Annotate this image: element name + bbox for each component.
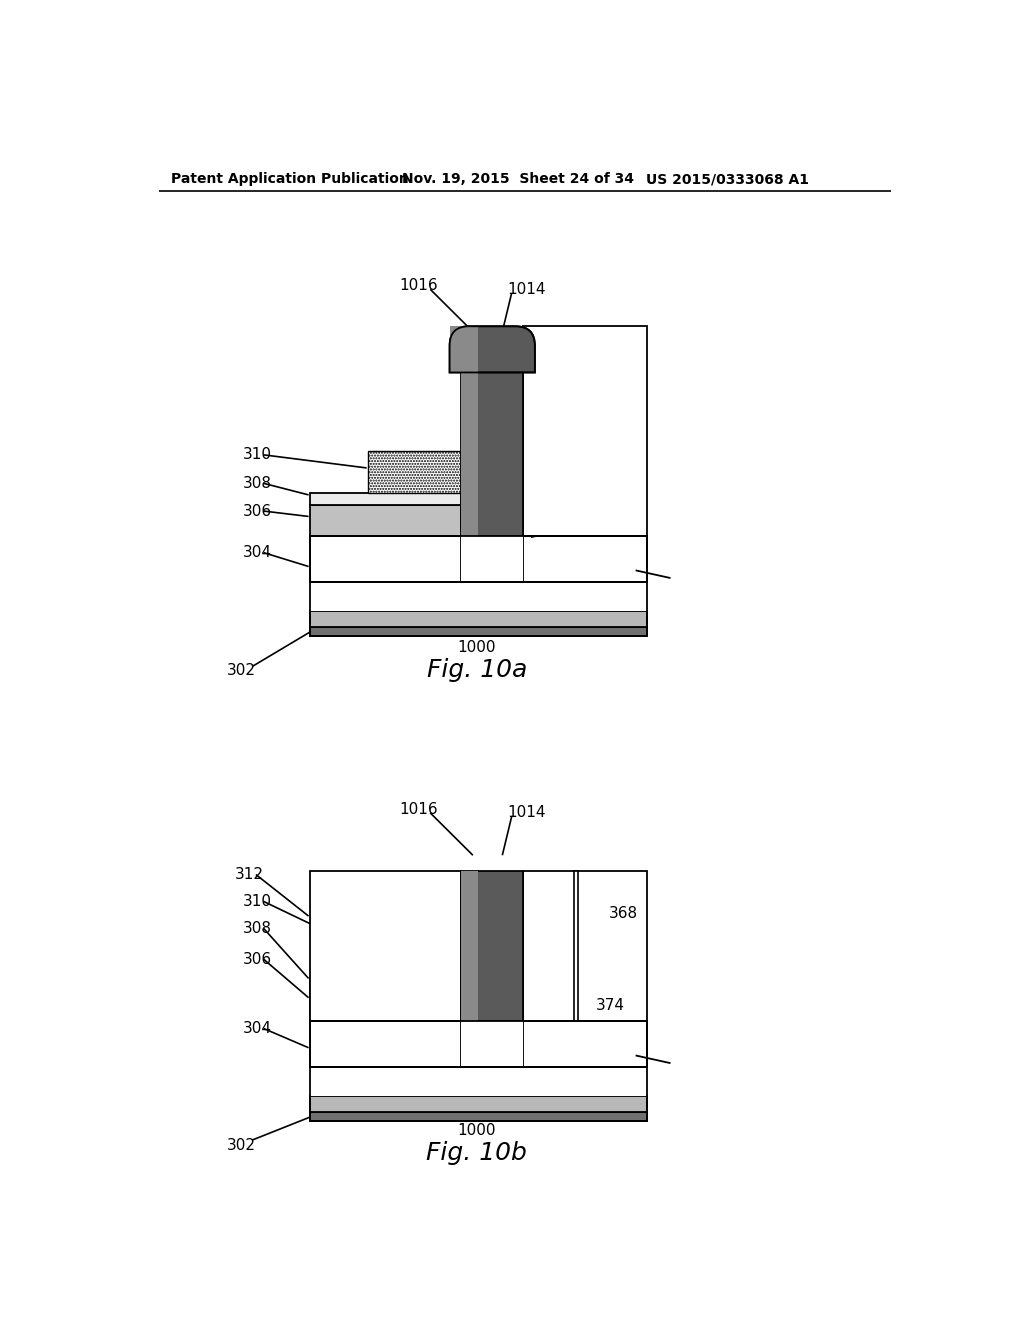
Text: Patent Application Publication: Patent Application Publication <box>171 172 409 186</box>
Bar <box>310 924 461 936</box>
Text: 306: 306 <box>243 503 271 519</box>
Text: 312: 312 <box>234 867 264 882</box>
Bar <box>310 1020 647 1067</box>
Text: 1016: 1016 <box>399 279 438 293</box>
Text: 308: 308 <box>243 475 271 491</box>
Bar <box>310 494 461 506</box>
Bar <box>450 326 478 372</box>
Bar <box>523 326 647 536</box>
Text: Nov. 19, 2015  Sheet 24 of 34: Nov. 19, 2015 Sheet 24 of 34 <box>401 172 634 186</box>
Text: 308: 308 <box>243 921 271 936</box>
Bar <box>310 506 461 536</box>
Bar <box>310 1096 647 1111</box>
Text: 302: 302 <box>227 1138 256 1154</box>
Text: Fig. 10a: Fig. 10a <box>427 659 527 682</box>
Bar <box>310 990 461 1020</box>
Bar <box>461 372 523 536</box>
Bar <box>310 1067 647 1121</box>
Bar <box>573 871 578 1020</box>
Bar <box>461 871 478 1020</box>
Bar <box>310 611 647 627</box>
Text: 1000: 1000 <box>458 640 496 655</box>
Bar <box>369 451 461 494</box>
Bar <box>310 582 647 636</box>
Text: 302: 302 <box>227 663 256 678</box>
Text: 374: 374 <box>595 511 625 527</box>
Bar <box>310 1067 647 1096</box>
Bar <box>523 871 647 1020</box>
Bar <box>310 871 461 1020</box>
Text: 304: 304 <box>243 545 271 560</box>
Bar <box>310 627 647 636</box>
Text: 310: 310 <box>243 894 271 909</box>
Bar <box>461 871 523 1020</box>
Text: 368: 368 <box>608 397 638 412</box>
Text: US 2015/0333068 A1: US 2015/0333068 A1 <box>646 172 809 186</box>
Text: 368: 368 <box>608 906 638 920</box>
Bar <box>369 936 461 978</box>
Bar <box>310 978 461 990</box>
Bar <box>461 536 523 582</box>
Bar <box>310 1020 647 1067</box>
Text: Fig. 10b: Fig. 10b <box>426 1142 527 1166</box>
Text: 1000: 1000 <box>458 1122 496 1138</box>
Text: 304: 304 <box>243 1020 271 1036</box>
Bar <box>310 536 647 582</box>
PathPatch shape <box>450 326 535 372</box>
Text: 374: 374 <box>595 998 625 1012</box>
Text: 1014: 1014 <box>508 281 546 297</box>
Bar <box>310 582 647 611</box>
Bar <box>310 1111 647 1121</box>
Bar <box>461 1020 523 1067</box>
Bar <box>310 536 647 582</box>
Bar <box>461 372 478 536</box>
Text: 1016: 1016 <box>399 801 438 817</box>
Text: 310: 310 <box>243 447 271 462</box>
Text: 1014: 1014 <box>508 805 546 821</box>
Text: 306: 306 <box>243 952 271 966</box>
